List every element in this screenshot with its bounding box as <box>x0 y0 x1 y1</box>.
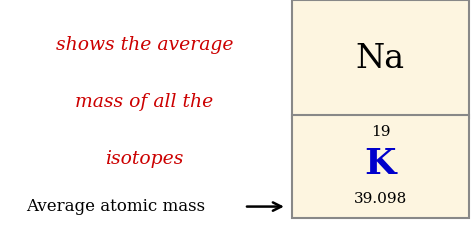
Bar <box>292 0 469 118</box>
Text: shows the average: shows the average <box>56 36 233 54</box>
Text: isotopes: isotopes <box>105 150 184 168</box>
Bar <box>292 115 469 218</box>
Text: Average atomic mass: Average atomic mass <box>27 198 206 215</box>
Text: Na: Na <box>356 43 405 75</box>
Text: 39.098: 39.098 <box>354 192 407 206</box>
Text: 19: 19 <box>371 125 390 139</box>
Text: K: K <box>365 147 396 181</box>
Text: mass of all the: mass of all the <box>75 93 214 111</box>
